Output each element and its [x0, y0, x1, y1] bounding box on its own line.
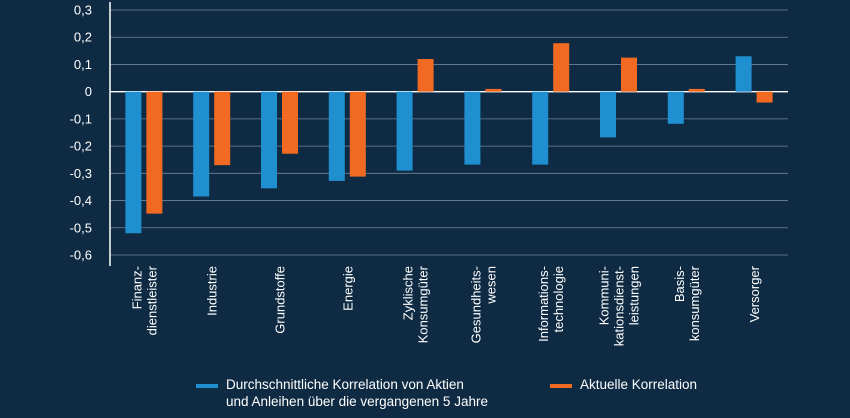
bar-average-5: [464, 91, 481, 165]
bar-average-4: [396, 91, 413, 171]
y-tick-label: -0,6: [70, 248, 92, 263]
bar-average-8: [667, 91, 684, 124]
x-tick-label: leistungen: [627, 266, 642, 325]
y-tick-label: -0,5: [70, 220, 92, 235]
y-tick-label: -0,2: [70, 139, 92, 154]
bar-current-9: [756, 91, 773, 103]
x-tick-label: Informations-: [536, 266, 551, 342]
x-tick-label: Energie: [340, 266, 355, 311]
legend-swatch-current: [550, 384, 572, 388]
x-tick-label: Finanz-: [129, 266, 144, 309]
y-tick-label: 0,1: [74, 57, 92, 72]
bar-average-6: [532, 91, 549, 165]
x-tick-label: Grundstoffe: [273, 266, 288, 334]
bar-current-3: [349, 91, 366, 177]
legend-label-average: Durchschnittliche Korrelation von Aktien…: [226, 376, 488, 410]
legend: Durchschnittliche Korrelation von Aktien…: [0, 376, 850, 416]
bar-average-9: [735, 56, 752, 92]
x-tick-label: wesen: [483, 266, 498, 305]
x-tick-label: Kommuni-: [597, 266, 612, 325]
bar-current-5: [485, 88, 502, 92]
x-tick-label: konsumgüter: [687, 265, 702, 341]
bar-current-6: [553, 43, 570, 92]
y-tick-label: 0,2: [74, 30, 92, 45]
bar-current-1: [214, 91, 231, 166]
bar-average-7: [600, 91, 616, 138]
bar-chart: 0,3 0,2 0,1 0 -0,1 -0,2 -0,3 -0,4 -0,5 -0,6 Finan…: [70, 2, 788, 346]
legend-item-current: Aktuelle Korrelation: [550, 376, 697, 393]
y-tick-label: -0,1: [70, 111, 92, 126]
legend-label-average-line-1: Durchschnittliche Korrelation von Aktien: [226, 377, 464, 392]
x-tick-label: dienstleister: [144, 265, 159, 335]
x-tick-label: kationsdienst-: [612, 266, 627, 346]
bar-current-0: [146, 91, 163, 214]
bar-average-0: [125, 91, 142, 234]
y-tick-label: 0,3: [74, 3, 92, 18]
bar-current-8: [688, 88, 705, 92]
bar-current-4: [417, 59, 434, 92]
legend-label-current: Aktuelle Korrelation: [580, 377, 698, 392]
legend-item-average: Durchschnittliche Korrelation von Aktien…: [196, 376, 488, 410]
bar-average-2: [261, 91, 277, 189]
gridlines: [110, 9, 788, 256]
bar-current-7: [621, 57, 637, 92]
bar-current-2: [282, 91, 298, 154]
y-tick-label: -0,4: [70, 193, 92, 208]
x-tick-label: Zyklische: [401, 266, 416, 320]
bar-average-1: [193, 91, 210, 197]
y-tick-label: -0,3: [70, 166, 92, 181]
bar-average-3: [328, 91, 345, 181]
y-tick-labels: 0,3 0,2 0,1 0 -0,1 -0,2 -0,3 -0,4 -0,5 -0,6: [70, 3, 92, 263]
x-tick-label: Versorger: [747, 265, 762, 322]
y-tick-label: 0: [85, 84, 92, 99]
x-tick-labels: Finanz-dienstleister Industrie Grundstoffe…: [129, 265, 762, 346]
x-tick-label: Konsumgüter: [416, 265, 431, 343]
x-tick-label: Gesundheits-: [468, 266, 483, 343]
bars: [125, 43, 773, 234]
legend-swatch-average: [196, 384, 218, 388]
x-tick-label: technologie: [551, 266, 566, 333]
x-tick-label: Industrie: [205, 266, 220, 316]
x-tick-label: Basis-: [672, 266, 687, 302]
legend-label-average-line-2: und Anleihen über die vergangenen 5 Jahr…: [226, 394, 488, 409]
